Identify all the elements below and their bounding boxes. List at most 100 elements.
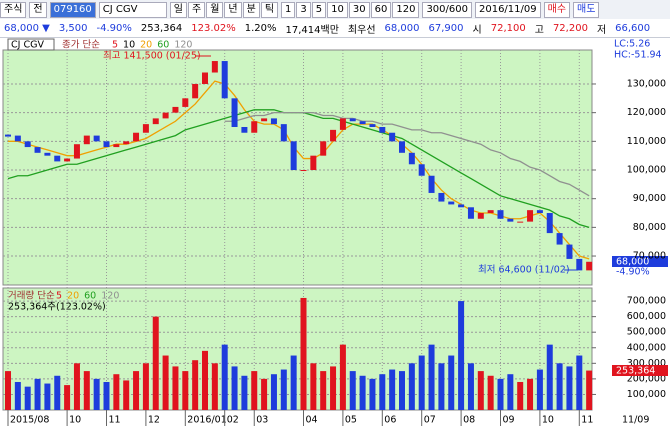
volume-bar — [438, 363, 445, 410]
volume-bar — [182, 371, 189, 410]
low-label: 저 — [596, 24, 607, 36]
x-tick-label: 10 — [542, 415, 554, 426]
x-tick-label: 07 — [424, 415, 436, 426]
interval-button[interactable]: 5 — [311, 1, 327, 18]
interval-button[interactable]: 1 — [281, 1, 296, 18]
candle — [162, 112, 169, 119]
amount: 17,414백만 — [285, 24, 339, 36]
sell-button[interactable]: 매도 — [573, 1, 600, 18]
candle — [566, 244, 573, 259]
candle — [576, 258, 583, 271]
interval-button[interactable]: 3 — [296, 1, 311, 18]
candle — [330, 129, 337, 142]
candle — [83, 135, 90, 145]
code-input[interactable]: 079160 — [49, 1, 96, 18]
period-button[interactable]: 분 — [242, 1, 260, 18]
volume-bar — [83, 371, 90, 410]
x-tick-label: 11 — [581, 415, 593, 426]
volume-bar — [576, 355, 583, 410]
candle — [349, 118, 356, 122]
volume-bar — [211, 363, 218, 410]
y-tick-label: 500,000 — [627, 327, 666, 338]
volume-bar — [221, 344, 228, 410]
period-button[interactable]: 년 — [224, 1, 242, 18]
candle — [487, 210, 494, 214]
ma-period: 120 — [174, 40, 192, 51]
volume-bar — [270, 374, 277, 410]
ma-line — [8, 80, 590, 260]
turnover: 1.20% — [244, 22, 277, 34]
candle — [379, 126, 386, 133]
lc: LC:5.26 — [614, 39, 650, 50]
volume-bar — [467, 363, 474, 410]
y-tick-label: 300,000 — [627, 358, 666, 369]
volume-bar — [44, 383, 51, 410]
buy-button[interactable]: 매수 — [543, 1, 571, 18]
candle — [438, 192, 445, 202]
last-volume-box — [612, 365, 668, 376]
y-tick-label: 400,000 — [627, 342, 666, 353]
interval-button[interactable]: 30 — [348, 1, 370, 18]
volume-bar — [369, 378, 376, 410]
volume-bar — [418, 355, 425, 410]
volume-bar — [477, 371, 484, 410]
candle — [221, 61, 228, 99]
volume-bar — [320, 371, 327, 410]
date-input[interactable]: 2016/11/09 — [474, 1, 541, 18]
name-box — [7, 38, 55, 51]
x-tick-label: 10 — [69, 415, 81, 426]
period-button[interactable]: 월 — [206, 1, 224, 18]
volume-bar — [527, 378, 534, 410]
candle — [251, 121, 258, 133]
x-tick-label: 08 — [463, 415, 475, 426]
candle — [44, 152, 51, 156]
mode-select[interactable]: 전 — [29, 1, 47, 18]
last-price: 68,000 — [616, 257, 649, 268]
candle — [418, 164, 425, 176]
candle — [389, 132, 396, 142]
price-panel — [2, 49, 593, 286]
candle — [64, 158, 71, 162]
volume-bar — [310, 363, 317, 410]
ma-line — [224, 112, 590, 197]
volume-bar — [448, 355, 455, 410]
indicator: 종가 단순 — [62, 40, 100, 51]
candle — [14, 135, 21, 142]
volume-bar — [64, 385, 71, 410]
period-button[interactable]: 주 — [188, 1, 206, 18]
volume-bar — [251, 371, 258, 410]
volume-bar — [458, 301, 465, 410]
quote-bar: 68,000 ▼ 3,500 -4.90% 253,364 123.02% 1.… — [0, 19, 670, 38]
ma-period: 5 — [56, 291, 62, 302]
period-button[interactable]: 일 — [169, 1, 187, 18]
interval-button[interactable]: 10 — [327, 1, 348, 18]
volume-ratio: 123.02% — [191, 22, 236, 34]
x-tick-label: 11 — [109, 415, 121, 426]
volume-bar — [497, 378, 504, 410]
volume-bar — [556, 363, 563, 410]
y-tick-label: 130,000 — [627, 78, 666, 89]
interval-button[interactable]: 60 — [370, 1, 392, 18]
interval-button[interactable]: 120 — [392, 1, 420, 18]
candle — [467, 207, 474, 219]
volume-indicator: 거래량 단순 — [8, 290, 55, 302]
y-tick-label: 600,000 — [627, 311, 666, 322]
candle — [448, 201, 455, 205]
chart-name: CJ CGV — [11, 40, 44, 51]
low-note: 최저 64,600 (11/02) — [478, 265, 570, 276]
market-select[interactable]: 주식 — [0, 1, 27, 18]
candle — [123, 141, 130, 145]
y-tick-label: 80,000 — [633, 222, 666, 233]
candle — [152, 118, 159, 125]
volume-bar — [231, 366, 238, 410]
period-button[interactable]: 틱 — [260, 1, 279, 18]
high-note: 최고 141,500 (01/25) — [103, 51, 201, 62]
count-input[interactable]: 300/600 — [422, 1, 472, 18]
volume-bar — [300, 297, 307, 410]
open-label: 시 — [472, 24, 482, 36]
candle — [408, 152, 415, 165]
volume-bar — [133, 371, 140, 410]
